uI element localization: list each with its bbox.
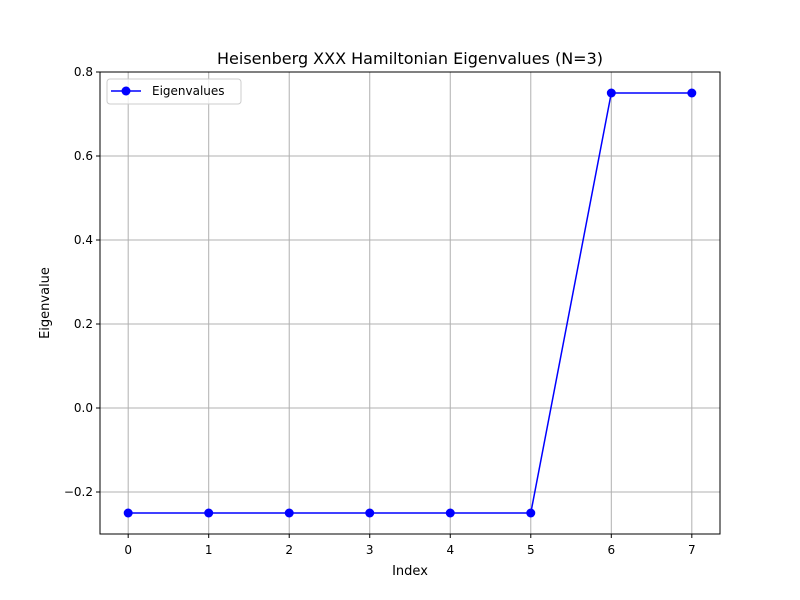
- y-tick-label: 0.2: [74, 317, 93, 331]
- y-tick-label: 0.0: [74, 401, 93, 415]
- chart-title: Heisenberg XXX Hamiltonian Eigenvalues (…: [217, 49, 603, 68]
- y-tick-label: 0.4: [74, 233, 93, 247]
- legend-marker-swatch: [121, 86, 131, 96]
- x-tick-label: 6: [607, 543, 615, 557]
- data-point: [123, 508, 133, 518]
- data-point: [204, 508, 214, 518]
- y-tick-label: 0.6: [74, 149, 93, 163]
- data-point: [687, 88, 697, 98]
- data-point: [445, 508, 455, 518]
- x-tick-label: 5: [527, 543, 535, 557]
- series-line: [128, 92, 692, 514]
- legend-box: [106, 78, 242, 105]
- x-tick-label: 2: [285, 543, 293, 557]
- plot-area: [123, 88, 697, 518]
- y-axis-label: Eigenvalue: [38, 267, 53, 339]
- data-point: [284, 508, 294, 518]
- x-tick-label: 0: [124, 543, 132, 557]
- y-tick-label: 0.8: [74, 65, 93, 79]
- x-tick-label: 4: [446, 543, 454, 557]
- x-tick-label: 7: [688, 543, 696, 557]
- data-point: [526, 508, 536, 518]
- legend-label: Eigenvalues: [152, 84, 225, 98]
- x-tick-label: 3: [366, 543, 374, 557]
- y-tick-label: −0.2: [64, 485, 93, 499]
- legend: Eigenvalues: [106, 78, 242, 105]
- ticks: 0 1 2 3 4 5 6 7 −0.2 0.0 0.2 0.4 0.6 0.8: [64, 65, 696, 557]
- axes-frame: [99, 71, 721, 535]
- data-point: [606, 88, 616, 98]
- data-point: [365, 508, 375, 518]
- x-tick-label: 1: [205, 543, 213, 557]
- x-axis-label: Index: [392, 564, 428, 579]
